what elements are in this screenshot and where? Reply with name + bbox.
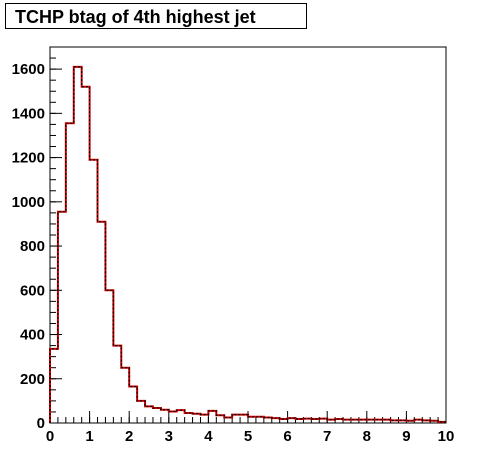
histogram-bin [177,410,185,423]
y-tick-label: 1400 [12,105,45,122]
histogram-bin [303,419,311,423]
histogram-bin [264,417,272,423]
histogram-bin [272,418,280,423]
histogram-bin [145,406,153,423]
x-tick-label: 3 [165,428,173,445]
x-tick-label: 8 [363,428,371,445]
histogram-bin [240,415,248,423]
histogram-bin [248,417,256,423]
x-tick-label: 4 [204,428,213,445]
y-tick-label: 400 [20,327,45,344]
x-tick-label: 7 [323,428,331,445]
histogram-bin [288,418,296,423]
histogram-bin [169,411,177,423]
y-tick-label: 1200 [12,150,45,167]
histogram-bin [232,415,240,423]
x-tick-label: 0 [46,428,54,445]
x-tick-label: 6 [283,428,291,445]
histogram-bin [256,417,264,423]
histogram-bin [50,349,58,423]
x-tick-label: 9 [402,428,410,445]
histogram-bin [200,415,208,423]
y-tick-label: 800 [20,238,45,255]
histogram-bin [113,346,121,423]
y-tick-label: 1600 [12,61,45,78]
histogram-bin [161,410,169,423]
y-tick-label: 200 [20,371,45,388]
histogram-bin [74,67,82,423]
histogram-bin [216,415,224,423]
histogram-bin [185,413,193,423]
histogram-bin [98,222,106,423]
chart-title: TCHP btag of 4th highest jet [15,7,256,27]
y-tick-label: 600 [20,282,45,299]
histogram-bin [153,408,161,423]
histogram-bin [208,411,216,423]
histogram-bin [82,87,90,423]
histogram-bin [58,212,66,423]
x-tick-label: 5 [244,428,252,445]
x-tick-label: 2 [125,428,133,445]
histogram-bin [129,387,137,423]
chart-title-box: TCHP btag of 4th highest jet [5,3,307,29]
x-tick-label: 1 [85,428,93,445]
y-tick-label: 0 [37,415,45,432]
histogram-bin [193,414,201,423]
histogram-bin [121,368,129,423]
histogram-bin [137,401,145,423]
histogram-bin [90,160,98,423]
histogram-bin [105,290,113,423]
histogram-series-1 [49,66,446,423]
histogram-bin [66,123,74,423]
histogram-bin [319,419,327,423]
y-tick-label: 1000 [12,194,45,211]
histogram-bin [224,417,232,423]
x-tick-label: 10 [438,428,455,445]
